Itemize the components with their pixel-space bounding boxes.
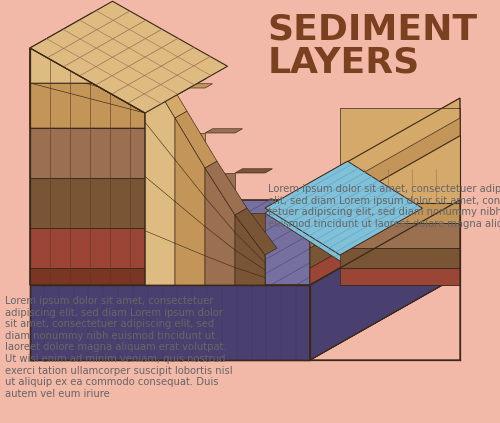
Polygon shape (340, 203, 460, 223)
Polygon shape (30, 228, 145, 268)
Polygon shape (310, 138, 460, 248)
Polygon shape (340, 135, 460, 203)
Polygon shape (30, 48, 145, 93)
Polygon shape (310, 200, 460, 360)
Polygon shape (205, 168, 235, 285)
Polygon shape (310, 146, 460, 260)
Polygon shape (30, 285, 310, 360)
Polygon shape (175, 118, 205, 285)
Polygon shape (205, 161, 247, 215)
Polygon shape (145, 44, 182, 48)
Text: Lorem ipsum dolor sit amet, consectetuer
adipiscing elit, sed diam Lorem ipsum d: Lorem ipsum dolor sit amet, consectetuer… (5, 296, 232, 399)
Polygon shape (340, 197, 460, 265)
Polygon shape (30, 118, 145, 168)
Polygon shape (340, 268, 460, 285)
Polygon shape (175, 133, 205, 285)
Polygon shape (310, 190, 460, 360)
Polygon shape (30, 223, 145, 265)
Polygon shape (310, 175, 460, 275)
Polygon shape (30, 265, 145, 285)
Polygon shape (30, 128, 145, 178)
Polygon shape (310, 108, 460, 211)
Polygon shape (145, 68, 175, 285)
Polygon shape (205, 173, 235, 285)
Polygon shape (235, 208, 277, 255)
Polygon shape (310, 98, 460, 193)
Polygon shape (145, 88, 175, 285)
Polygon shape (30, 83, 145, 128)
Polygon shape (235, 213, 265, 285)
Polygon shape (30, 48, 145, 113)
Polygon shape (145, 61, 187, 118)
Polygon shape (265, 175, 408, 261)
Polygon shape (175, 84, 212, 88)
Polygon shape (340, 248, 460, 268)
Polygon shape (340, 228, 460, 285)
Polygon shape (30, 168, 145, 223)
Polygon shape (340, 223, 460, 248)
Polygon shape (30, 68, 145, 118)
Polygon shape (30, 200, 460, 285)
Polygon shape (310, 200, 460, 360)
Polygon shape (340, 108, 460, 193)
Polygon shape (235, 169, 273, 173)
Polygon shape (340, 172, 460, 233)
Polygon shape (340, 151, 460, 208)
Polygon shape (235, 215, 265, 285)
Polygon shape (30, 13, 206, 113)
Text: Lorem ipsum dolor sit amet, consectetuer adipiscing
elit, sed diam Lorem ipsum d: Lorem ipsum dolor sit amet, consectetuer… (268, 184, 500, 229)
Text: SEDIMENT
LAYERS: SEDIMENT LAYERS (268, 13, 478, 80)
Polygon shape (30, 178, 145, 228)
Polygon shape (205, 129, 242, 133)
Polygon shape (310, 163, 460, 268)
Polygon shape (30, 1, 228, 113)
Polygon shape (175, 111, 217, 168)
Polygon shape (310, 183, 460, 285)
Polygon shape (310, 126, 460, 231)
Polygon shape (310, 118, 460, 223)
Polygon shape (30, 268, 145, 285)
Polygon shape (265, 161, 422, 255)
